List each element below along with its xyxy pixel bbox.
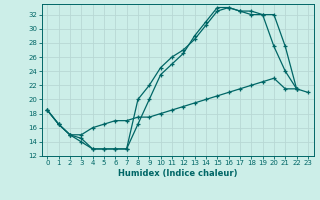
X-axis label: Humidex (Indice chaleur): Humidex (Indice chaleur)	[118, 169, 237, 178]
